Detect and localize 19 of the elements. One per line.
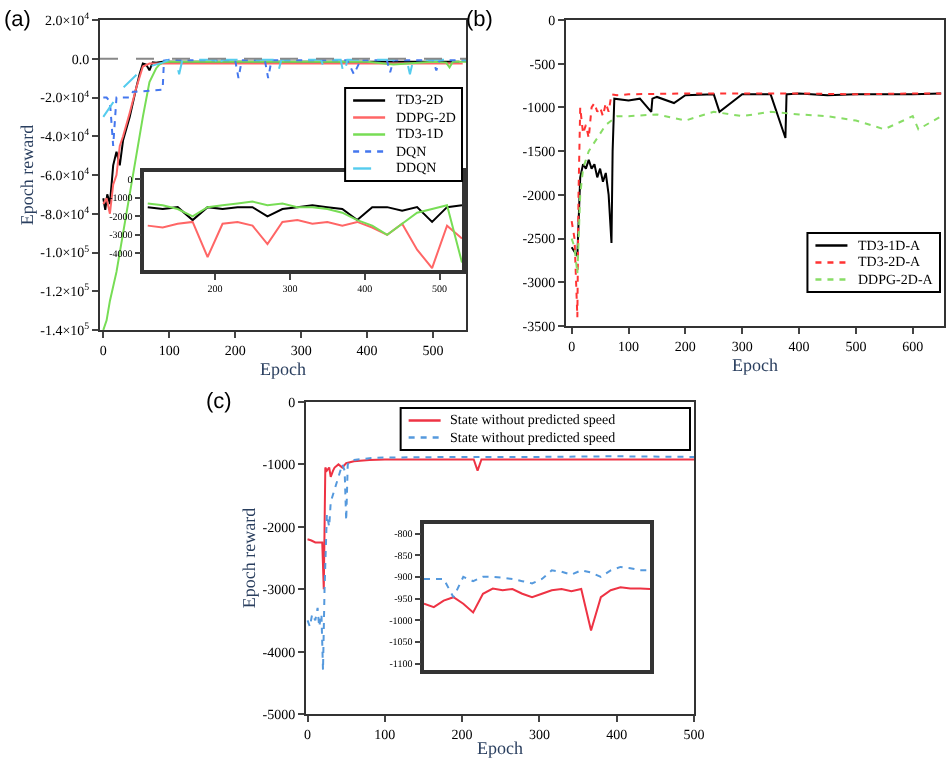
line-series <box>570 92 943 319</box>
chart-title: (a) <box>4 8 31 32</box>
line-series <box>306 458 694 591</box>
line-series <box>146 204 462 223</box>
chart-title: (c) <box>206 390 232 414</box>
line-series <box>102 60 466 330</box>
x-axis-title: Epoch <box>260 358 307 379</box>
chart-title: (b) <box>466 8 493 32</box>
line-series <box>306 455 694 672</box>
line-series <box>424 586 650 632</box>
line-series <box>146 219 462 270</box>
x-axis-title: Epoch <box>732 354 779 375</box>
y-axis-title: Epoch reward <box>16 123 37 226</box>
line-series <box>570 92 943 258</box>
line-series <box>570 110 943 275</box>
x-axis-title: Epoch <box>477 738 524 759</box>
line-series <box>424 565 650 599</box>
y-axis-title: Epoch reward <box>239 506 260 609</box>
line-series <box>146 200 462 264</box>
